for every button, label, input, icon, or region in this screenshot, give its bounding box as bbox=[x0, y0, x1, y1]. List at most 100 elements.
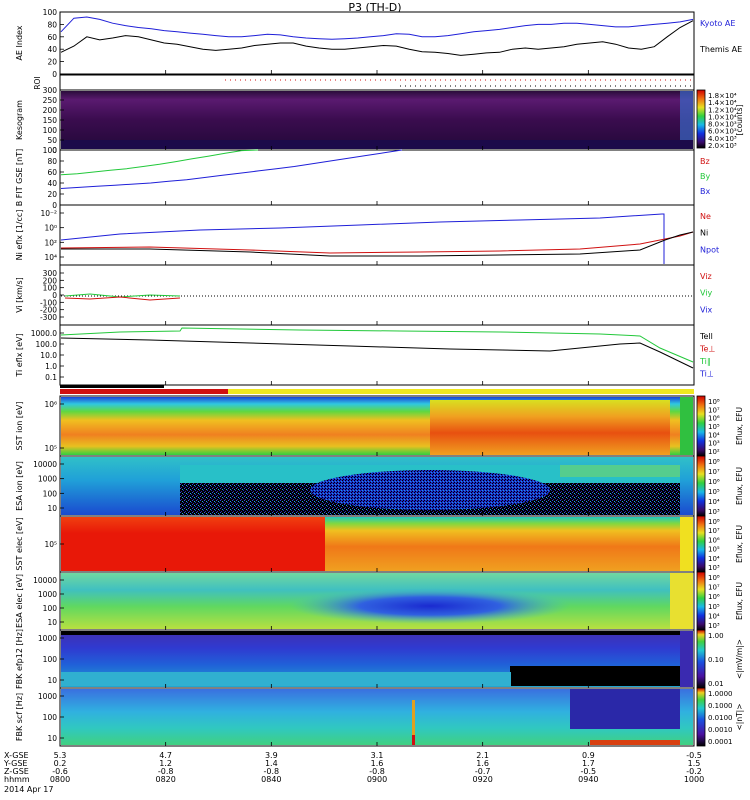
bfield-legend-item: Bz bbox=[700, 157, 710, 166]
xtick-ygse: 1.4 bbox=[265, 759, 278, 768]
sst-ion-edge bbox=[680, 397, 693, 455]
sst-ion-red-region bbox=[430, 400, 670, 455]
panel-bfield-frame bbox=[59, 149, 695, 206]
xtick-ygse: 1.5 bbox=[688, 759, 701, 768]
xaxis-row-label: Z-GSE bbox=[4, 767, 29, 776]
esa_i-cbar-tick: 10⁷ bbox=[708, 468, 720, 476]
esa-ion-blob bbox=[310, 470, 550, 510]
xtick-zgse: -0.8 bbox=[369, 767, 385, 776]
esa_i-ytick: 100 bbox=[43, 489, 58, 498]
fbk_b-cbar-label: <|nT|> bbox=[735, 704, 744, 731]
esa_i-ytick: 10000 bbox=[33, 460, 57, 469]
fbk-e-colorbar bbox=[696, 629, 706, 689]
xtick-ygse: 1.6 bbox=[371, 759, 384, 768]
vel-legend-item: Viz bbox=[700, 272, 712, 281]
kgram-cbar-tick: 4.0×10³ bbox=[708, 135, 737, 143]
sst-ion-colorbar bbox=[696, 395, 706, 457]
fbk_b-cbar-tick: 0.0010 bbox=[708, 726, 733, 734]
ae-ytick: 40 bbox=[47, 45, 57, 54]
xtick-xgse: 4.7 bbox=[159, 751, 172, 760]
esa_i-cbar-tick: 10⁴ bbox=[708, 498, 720, 506]
fbk-b-colorbar bbox=[696, 687, 706, 747]
vel-ytick: -100 bbox=[40, 298, 57, 307]
ae-kyoto-series bbox=[60, 16, 694, 40]
vel-ylabel: Vi [km/s] bbox=[15, 277, 24, 313]
fbk-e-green-band bbox=[61, 672, 511, 686]
ae-ytick: 20 bbox=[47, 58, 57, 67]
fbk_b-ytick: 100 bbox=[43, 713, 58, 722]
xtick-time: 1000 bbox=[684, 775, 704, 784]
xtick-xgse: 3.1 bbox=[371, 751, 384, 760]
temp-ytick: 0.1 bbox=[45, 373, 57, 382]
xtick-time: 0920 bbox=[472, 775, 492, 784]
esa_e-ytick: 10 bbox=[47, 618, 57, 627]
bfield-ytick: 100 bbox=[43, 146, 58, 155]
sst-elec-colorbar bbox=[696, 515, 706, 573]
xtick-time: 0900 bbox=[367, 775, 387, 784]
kgram-cbar-tick: 6.0×10³ bbox=[708, 128, 737, 136]
sst-elec-edge bbox=[680, 517, 693, 571]
esa_e-cbar-tick: 10⁶ bbox=[708, 593, 720, 601]
kgram-ytick: 150 bbox=[43, 116, 58, 125]
temp-ytick: 1000.0 bbox=[31, 329, 57, 338]
density-legend-item: Ni bbox=[700, 229, 708, 238]
bfield-by-series bbox=[60, 149, 259, 176]
fbk-b-purple bbox=[570, 689, 680, 729]
ae-ylabel: AE Index bbox=[15, 25, 24, 60]
sst_e-cbar-tick: 10⁴ bbox=[708, 555, 720, 563]
xtick-zgse: -0.2 bbox=[686, 767, 702, 776]
esa_i-cbar-label: Eflux, EFU bbox=[735, 467, 744, 505]
sst_e-ytick: 10⁵ bbox=[44, 540, 57, 549]
density-ytick: 10⁴ bbox=[44, 253, 57, 262]
fbk-e-edge bbox=[680, 631, 693, 687]
esa_e-cbar-label: Eflux, EFU bbox=[735, 582, 744, 620]
sst_e-cbar-tick: 10⁷ bbox=[708, 527, 720, 535]
mode-bar-red bbox=[60, 389, 228, 394]
vel-legend-item: Viy bbox=[700, 289, 713, 298]
sst-elec-right bbox=[325, 517, 680, 571]
vel-ytick: -200 bbox=[40, 306, 57, 315]
kgram-ytick: 200 bbox=[43, 106, 58, 115]
esa_i-ylabel: ESA ion [eV] bbox=[15, 461, 24, 511]
ae-ytick: 60 bbox=[47, 33, 57, 42]
fbk_b-cbar-tick: 0.1000 bbox=[708, 702, 733, 710]
bfield-ytick: 40 bbox=[47, 179, 57, 188]
density-ni-series bbox=[60, 213, 665, 264]
sst_e-cbar-label: Eflux, EFU bbox=[735, 525, 744, 563]
fbk_e-ytick: 1000 bbox=[38, 634, 57, 643]
fbk_e-cbar-tick: 0.01 bbox=[708, 680, 724, 688]
fbk_e-ylabel: FBK efp12 [Hz] bbox=[15, 629, 24, 689]
temp-legend-item: Tell bbox=[699, 332, 713, 341]
date-label: 2014 Apr 17 bbox=[4, 785, 53, 794]
kgram-ytick: 100 bbox=[43, 126, 58, 135]
sst_e-cbar-tick: 10⁸ bbox=[708, 518, 720, 526]
bfield-ytick: 20 bbox=[47, 190, 57, 199]
temp-green-series bbox=[60, 327, 694, 363]
sst_i-ytick: 10⁶ bbox=[44, 400, 57, 409]
kgram-bottom-band bbox=[61, 140, 693, 149]
esa-elec-colorbar bbox=[696, 571, 706, 631]
kgram-ytick: 250 bbox=[43, 96, 58, 105]
xtick-time: 0840 bbox=[261, 775, 281, 784]
kgram-ytick: 0 bbox=[52, 146, 57, 155]
esa_i-cbar-tick: 10⁵ bbox=[708, 488, 720, 496]
density-npot-series bbox=[61, 231, 694, 257]
kgram-cbar-tick: 1.2×10⁴ bbox=[708, 106, 737, 114]
fbk-b-orange bbox=[590, 740, 680, 745]
panel-roi-frame bbox=[59, 74, 695, 91]
fbk_b-cbar-tick: 0.0001 bbox=[708, 738, 733, 746]
esa_i-cbar-tick: 10⁶ bbox=[708, 478, 720, 486]
esa_i-cbar-tick: 10⁸ bbox=[708, 458, 720, 466]
fbk-b-spike bbox=[412, 700, 415, 745]
esa-ion-colorbar bbox=[696, 455, 706, 517]
spectrogram-fills bbox=[60, 91, 694, 745]
temp-ytick: 1.0 bbox=[45, 362, 57, 371]
fbk-e-black-lower bbox=[510, 666, 680, 686]
temp-ytick: 100.0 bbox=[36, 340, 58, 349]
ae-ytick: 100 bbox=[43, 8, 58, 17]
density-legend-item: Ne bbox=[700, 212, 711, 221]
kgram-cbar-tick: 1.8×10⁴ bbox=[708, 92, 737, 100]
xaxis-row-label: X-GSE bbox=[4, 751, 29, 760]
temp-legend-item: Ti⊥ bbox=[699, 370, 714, 379]
